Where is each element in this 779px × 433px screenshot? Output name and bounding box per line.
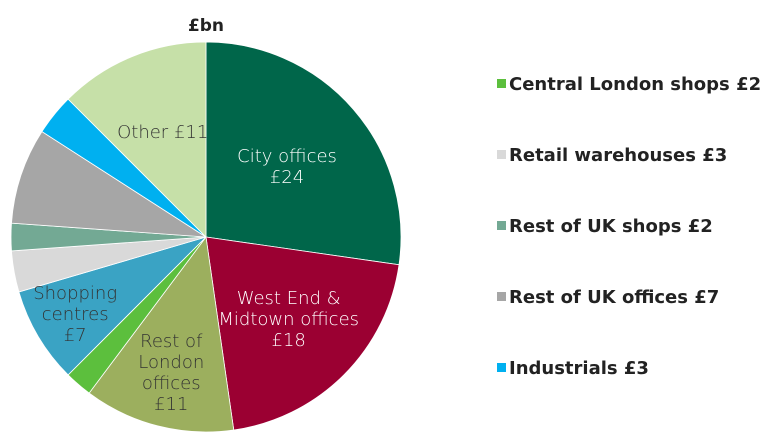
slice-value: £11 xyxy=(154,394,189,416)
slice-value: £18 xyxy=(271,330,306,352)
legend-label: Industrials xyxy=(509,358,618,379)
pie-slice xyxy=(67,41,207,238)
chart-title: £bn xyxy=(187,16,225,36)
legend-item: Central London shops £2 xyxy=(497,74,761,95)
legend-label: Retail warehouses xyxy=(509,145,696,166)
legend-label: Rest of UK shops xyxy=(509,216,682,237)
pie-slice xyxy=(205,41,402,266)
slice-label: West End & Midtown offices £18 xyxy=(214,288,364,351)
pie-slice xyxy=(18,236,207,376)
legend-value: £3 xyxy=(623,358,649,379)
legend-swatch xyxy=(497,150,506,159)
slice-label: Other £11 xyxy=(103,122,223,143)
legend-value: £7 xyxy=(694,287,720,308)
legend-swatch xyxy=(497,292,506,301)
legend-item: Rest of UK shops £2 xyxy=(497,216,713,237)
slice-name: Rest of London offices xyxy=(138,331,205,395)
legend-item: Rest of UK offices £7 xyxy=(497,287,719,308)
slice-label: City offices £24 xyxy=(222,146,352,188)
pie-slice xyxy=(88,235,235,433)
legend-value: £2 xyxy=(687,216,713,237)
legend-value: £2 xyxy=(736,74,762,95)
legend-value: £3 xyxy=(702,145,728,166)
slice-value: £24 xyxy=(269,166,305,188)
slice-name: Other xyxy=(117,122,169,143)
legend-item: Industrials £3 xyxy=(497,358,649,379)
slice-value: £11 xyxy=(173,122,209,143)
legend-swatch xyxy=(497,363,506,372)
slice-name: Shopping centres xyxy=(33,283,118,326)
slice-label: Rest of London offices £11 xyxy=(126,331,216,415)
pie-slice xyxy=(11,131,207,238)
legend-label: Rest of UK offices xyxy=(509,287,688,308)
slice-name: City offices xyxy=(237,145,337,167)
slice-label: Shopping centres £7 xyxy=(28,283,123,346)
legend-item: Retail warehouses £3 xyxy=(497,145,727,166)
slice-value: £7 xyxy=(63,325,87,347)
legend-swatch xyxy=(497,221,506,230)
slice-name: West End & Midtown offices xyxy=(218,288,360,331)
pie-slice xyxy=(205,236,400,431)
legend-label: Central London shops xyxy=(509,74,730,95)
legend-swatch xyxy=(497,79,506,88)
